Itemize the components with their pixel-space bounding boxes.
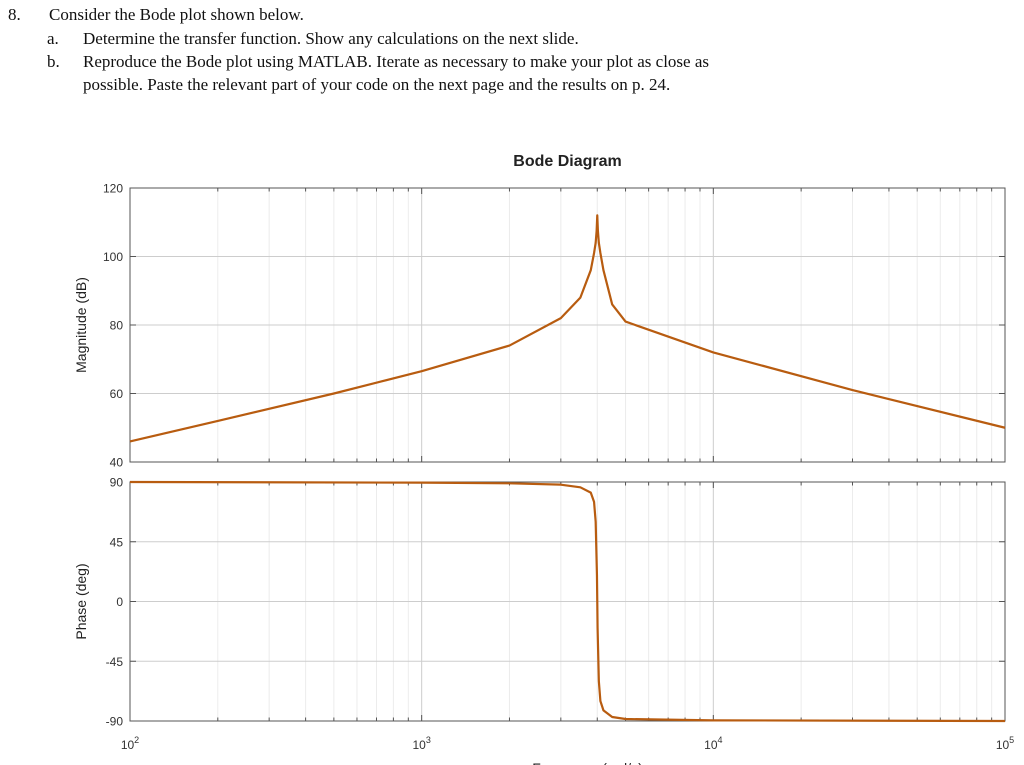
x-tick-label-exponent: 4 <box>718 735 723 745</box>
question-text: Consider the Bode plot shown below. <box>49 5 304 24</box>
x-tick-label-exponent: 5 <box>1009 735 1014 745</box>
x-tick-label: 105 <box>996 735 1014 752</box>
phase-y-tick-label: 0 <box>116 595 123 609</box>
phase-y-tick-label: 90 <box>110 476 124 490</box>
x-tick-label: 104 <box>704 735 722 752</box>
x-tick-label: 102 <box>121 735 139 752</box>
part-a-text: Determine the transfer function. Show an… <box>83 29 579 48</box>
magnitude-axes-box <box>129 187 1006 463</box>
x-tick-label-exponent: 2 <box>134 735 139 745</box>
phase-panel: -90 -45 0 45 90 Phase (deg) <box>73 476 1006 729</box>
phase-y-tick-label: -90 <box>106 715 124 729</box>
question-number: 8. <box>8 5 21 24</box>
x-tick-label: 103 <box>412 735 430 752</box>
phase-y-tick-label: -45 <box>106 655 124 669</box>
magnitude-panel: 40 60 80 100 120 Magnitude (dB) <box>73 182 1006 470</box>
part-b-text-line-2: possible. Paste the relevant part of you… <box>83 75 671 94</box>
phase-axes-box <box>129 481 1006 722</box>
magnitude-y-tick-label: 120 <box>103 182 123 196</box>
magnitude-y-tick-label: 40 <box>110 456 124 470</box>
magnitude-y-tick-label: 80 <box>110 319 124 333</box>
magnitude-y-tick-label: 60 <box>110 387 124 401</box>
part-b-text-line-1: Reproduce the Bode plot using MATLAB. It… <box>83 52 710 71</box>
phase-y-axis-label: Phase (deg) <box>73 563 89 639</box>
magnitude-series-line <box>129 214 1006 443</box>
x-axis-label: Frequency (rad/s) <box>532 760 642 765</box>
x-tick-label-base: 10 <box>121 738 135 752</box>
x-tick-label-base: 10 <box>412 738 426 752</box>
x-tick-label-exponent: 3 <box>426 735 431 745</box>
x-tick-label-base: 10 <box>996 738 1010 752</box>
magnitude-y-axis-label: Magnitude (dB) <box>73 277 89 373</box>
chart-title: Bode Diagram <box>513 153 621 170</box>
magnitude-y-tick-label: 100 <box>103 250 123 264</box>
phase-series-line <box>129 480 1006 723</box>
part-b-label: b. <box>47 52 60 71</box>
part-a-label: a. <box>47 29 59 48</box>
phase-y-tick-label: 45 <box>110 535 124 549</box>
x-tick-label-base: 10 <box>704 738 718 752</box>
